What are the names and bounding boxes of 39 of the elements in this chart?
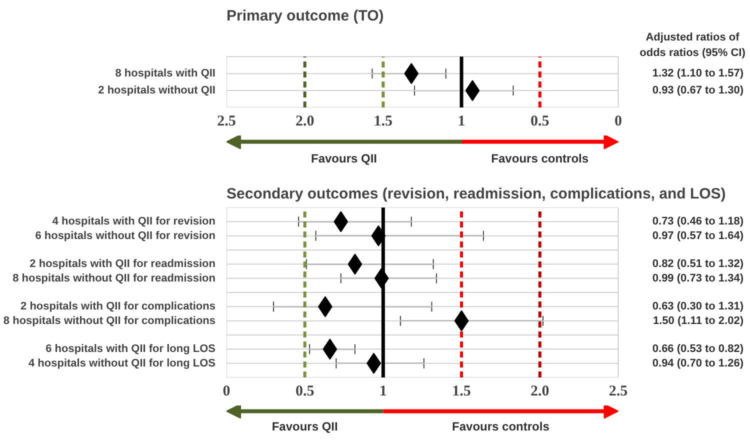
x-tick-label: 0 [614,114,622,130]
text: Favours QII [311,152,378,166]
y-tick-label: 2 hospitals without QII [98,84,216,97]
y-tick-label: 4 hospitals without QII for long LOS [28,357,216,370]
data-label: 0.99 (0.73 to 1.34) [652,272,744,284]
y-tick-label: 2 hospitals with QII for readmission [30,258,216,270]
x-tick-label: 1 [458,114,466,130]
y-tick-label: 8 hospitals without QII for complications [3,314,216,327]
data-label: 1.32 (1.10 to 1.57) [652,68,744,80]
chart-title: Primary outcome (TO) [226,8,384,24]
y-tick-label: 4 hospitals with QII for revision [52,216,216,228]
data-label: 0.94 (0.70 to 1.26) [652,357,744,370]
x-tick-label: 2.0 [530,384,550,400]
text: Favours controls [452,419,550,434]
chart-title: Secondary outcomes (revision, readmission, complications, and LOS) [226,186,726,202]
y-tick-label: 6 hospitals without QII for revision [35,230,216,242]
x-tick-label: 2.5 [608,384,628,400]
data-label: 0.63 (0.30 to 1.31) [652,300,744,313]
y-tick-label: 6 hospitals with QII for long LOS [46,343,216,356]
text: Favours controls [491,152,589,166]
x-tick-label: 0.5 [295,384,314,400]
x-tick-label: 1.5 [452,384,471,400]
x-tick-label: 1 [379,384,387,400]
x-tick-label: 2.5 [217,114,236,130]
text: Favours QII [272,419,338,434]
x-tick-label: 0.5 [530,114,550,130]
data-label: 0.73 (0.46 to 1.18) [652,216,744,228]
text: Adjusted ratios of odds ratios (95% CI) [640,32,746,60]
data-label: 0.66 (0.53 to 0.82) [652,343,744,356]
y-tick-label: 8 hospitals without QII for readmission [12,272,216,284]
data-label: 0.93 (0.67 to 1.30) [652,84,744,97]
data-label: 1.50 (1.11 to 2.02) [653,314,744,327]
x-tick-label: 1.5 [374,114,393,130]
data-label: 0.97 (0.57 to 1.64) [652,230,744,242]
y-tick-label: 8 hospitals with QII [115,68,216,80]
x-tick-label: 2.0 [295,114,314,130]
data-label: 0.82 (0.51 to 1.32) [652,258,744,270]
y-tick-label: 2 hospitals with QII for complications [20,300,216,313]
x-tick-label: 0 [222,384,230,400]
